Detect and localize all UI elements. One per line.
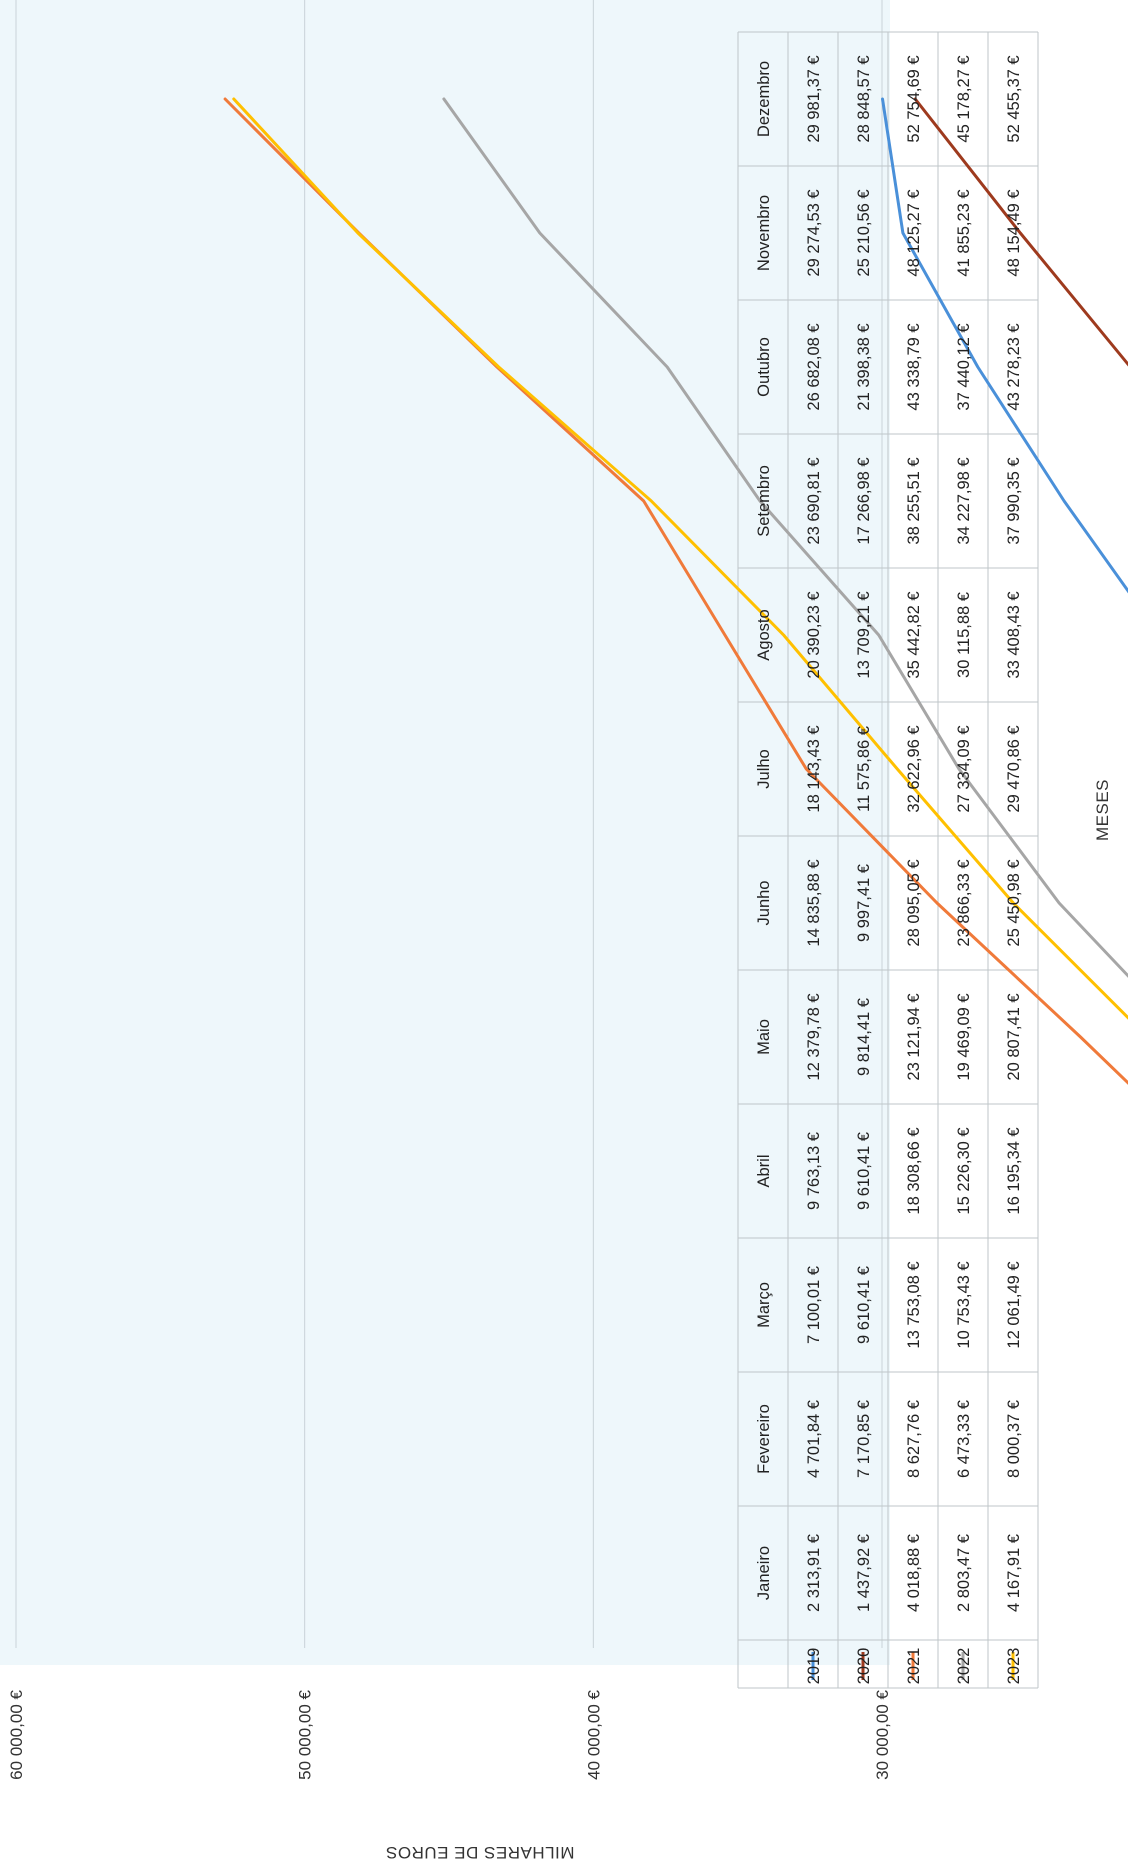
data-label: 29 470,86 € [1005, 725, 1023, 812]
y-tick-label: 60 000,00 € [7, 1689, 26, 1779]
data-label: 26 682,08 € [805, 323, 823, 410]
data-label: 28 848,57 € [855, 55, 873, 142]
data-label: 17 266,98 € [855, 457, 873, 544]
category-gridlines [737, 31, 1039, 1689]
x-tick-label: Setembro [755, 465, 773, 537]
x-axis-title: MESES [1093, 779, 1112, 841]
series-line [442, 97, 1128, 978]
y-axis-title: MILHARES DE EUROS [386, 1843, 575, 1862]
data-label: 11 575,86 € [855, 726, 873, 812]
data-label: 30 115,88 € [955, 592, 973, 678]
data-label: 7 170,85 € [855, 1400, 873, 1478]
data-label: 48 125,27 € [905, 189, 923, 276]
data-label: 8 627,76 € [905, 1400, 923, 1478]
legend-label: 2019 [805, 1648, 823, 1685]
x-tick-label: Junho [755, 881, 773, 926]
series-line [913, 97, 1128, 367]
x-tick-label: Dezembro [755, 61, 773, 137]
data-label: 6 473,33 € [955, 1400, 973, 1478]
plot-area-background [0, 0, 890, 1665]
data-label: 2 803,47 € [955, 1534, 973, 1612]
y-tick-label: 30 000,00 € [873, 1689, 892, 1779]
data-label: 4 167,91 € [1005, 1534, 1023, 1612]
data-label: 23 866,33 € [955, 859, 973, 946]
data-label: 9 763,13 € [805, 1132, 823, 1210]
data-label: 9 610,41 € [855, 1266, 873, 1344]
data-label: 18 308,66 € [905, 1127, 923, 1214]
data-label: 21 398,38 € [855, 323, 873, 410]
x-tick-label: Outubro [755, 337, 773, 397]
legend-label: 2022 [955, 1648, 973, 1685]
series-line [232, 97, 1128, 1020]
data-label: 19 469,09 € [955, 993, 973, 1080]
data-label: 9 997,41 € [855, 864, 873, 942]
data-label: 13 753,08 € [905, 1261, 923, 1348]
data-label: 43 278,23 € [1005, 323, 1023, 410]
legend-label: 2023 [1005, 1648, 1023, 1685]
data-label: 27 334,09 € [955, 725, 973, 812]
data-label: 9 610,41 € [855, 1132, 873, 1210]
data-label: 29 274,53 € [805, 189, 823, 276]
data-label: 41 855,23 € [955, 189, 973, 276]
data-label: 34 227,98 € [955, 457, 973, 544]
x-tick-label: Julho [755, 749, 773, 788]
x-tick-label: Novembro [755, 195, 773, 271]
data-label: 12 061,49 € [1005, 1261, 1023, 1348]
data-label: 15 226,30 € [955, 1127, 973, 1214]
x-tick-label: Maio [755, 1019, 773, 1055]
x-tick-label: Março [755, 1282, 773, 1328]
data-label: 25 210,56 € [855, 189, 873, 276]
data-label: 32 622,96 € [905, 725, 923, 812]
data-label: 10 753,43 € [955, 1261, 973, 1348]
data-label: 23 121,94 € [905, 993, 923, 1080]
legend-label: 2021 [905, 1648, 923, 1685]
y-axis-ticks: - €10 000,00 €20 000,00 €30 000,00 €40 0… [7, 1689, 892, 1779]
series-lines [223, 97, 1128, 1085]
data-label: 48 154,49 € [1005, 189, 1023, 276]
gridlines [15, 0, 883, 1648]
data-label: 1 437,92 € [855, 1534, 873, 1612]
data-label: 7 100,01 € [805, 1266, 823, 1344]
data-label: 35 442,82 € [905, 591, 923, 678]
data-label: 37 440,12 € [955, 323, 973, 410]
data-label: 9 814,41 € [855, 998, 873, 1076]
data-label: 14 835,88 € [805, 859, 823, 946]
data-label: 28 095,05 € [905, 859, 923, 946]
data-label: 29 981,37 € [805, 55, 823, 142]
data-label: 23 690,81 € [805, 457, 823, 544]
data-label: 52 754,69 € [905, 55, 923, 142]
data-label: 33 408,43 € [1005, 591, 1023, 678]
series-line [881, 97, 1128, 594]
data-label: 43 338,79 € [905, 323, 923, 410]
x-tick-label: Agosto [755, 609, 773, 660]
data-label: 20 390,23 € [805, 591, 823, 678]
data-label: 4 701,84 € [805, 1400, 823, 1478]
data-label: 16 195,34 € [1005, 1127, 1023, 1214]
y-tick-label: 40 000,00 € [584, 1689, 603, 1779]
data-label: 38 255,51 € [905, 457, 923, 544]
data-label: 45 178,27 € [955, 55, 973, 142]
data-label: 25 450,98 € [1005, 859, 1023, 946]
x-tick-label: Abril [755, 1154, 773, 1187]
legend-label: 2020 [855, 1648, 873, 1685]
data-label: 12 379,78 € [805, 993, 823, 1080]
x-tick-label: Janeiro [755, 1546, 773, 1600]
data-label: 52 455,37 € [1005, 55, 1023, 142]
data-table: Janeiro Fevereiro Março Abril Maio Junho Julho… [755, 55, 1023, 1684]
data-label: 18 143,43 € [805, 725, 823, 812]
data-label: 37 990,35 € [1005, 457, 1023, 544]
data-label: 2 313,91 € [805, 1534, 823, 1612]
data-label: 4 018,88 € [905, 1534, 923, 1612]
x-tick-label: Fevereiro [755, 1404, 773, 1474]
data-label: 8 000,37 € [1005, 1400, 1023, 1478]
data-label: 20 807,41 € [1005, 993, 1023, 1080]
y-tick-label: 50 000,00 € [296, 1689, 315, 1779]
data-label: 13 709,21 € [855, 591, 873, 678]
